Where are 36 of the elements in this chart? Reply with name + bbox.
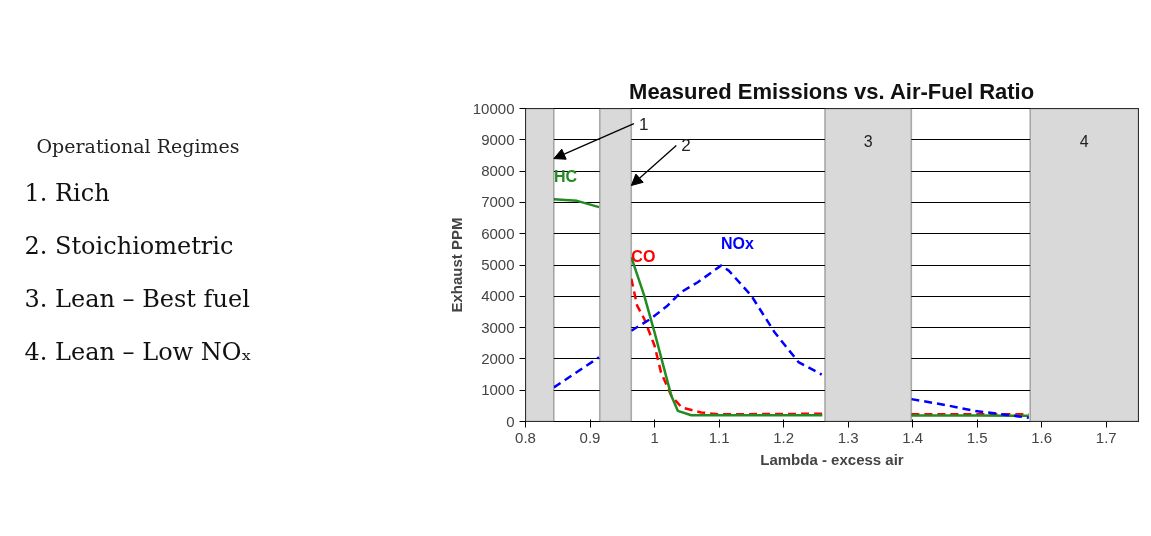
x-tick-label: 1.2 xyxy=(773,428,795,446)
y-tick-label: 9000 xyxy=(481,130,515,148)
y-axis-title: Exhaust PPM xyxy=(447,217,465,313)
y-tick-label: 4000 xyxy=(481,287,515,305)
x-tick-label: 0.9 xyxy=(579,428,601,446)
annotation: 2 xyxy=(681,136,691,156)
y-tick-label: 2000 xyxy=(481,349,515,367)
y-tick-label: 10000 xyxy=(472,99,515,117)
text: 2. Stoichiometric xyxy=(24,231,234,260)
x-axis-title: Lambda - excess air xyxy=(760,450,904,468)
text: 3. Lean – Best fuel xyxy=(24,284,250,313)
series-label: CO xyxy=(631,247,656,265)
x-tick-label: 1.5 xyxy=(966,428,988,446)
annotation: 1 xyxy=(638,114,649,134)
y-tick-label: 0 xyxy=(506,412,515,430)
band-label: 3 xyxy=(863,132,873,150)
x-tick-label: 0.8 xyxy=(515,428,536,446)
y-tick-label: 7000 xyxy=(481,193,515,211)
x-tick-label: 1 xyxy=(650,428,659,446)
text: 4. Lean – Low NOₓ xyxy=(24,337,252,366)
series-label: HC xyxy=(553,168,578,186)
x-tick-label: 1.7 xyxy=(1095,428,1117,446)
x-tick-label: 1.3 xyxy=(837,428,859,446)
text: 1. Rich xyxy=(24,178,110,207)
x-tick-label: 1.6 xyxy=(1031,428,1053,446)
chart-title: Measured Emissions vs. Air-Fuel Ratio xyxy=(629,78,1035,104)
x-tick-label: 1.4 xyxy=(902,428,924,446)
series-label: NOx xyxy=(721,234,755,252)
y-tick-label: 6000 xyxy=(481,224,515,242)
text: Operational Regimes xyxy=(36,134,240,157)
y-tick-label: 3000 xyxy=(481,318,515,336)
y-tick-label: 5000 xyxy=(481,256,515,273)
y-tick-label: 8000 xyxy=(481,162,515,180)
y-tick-label: 1000 xyxy=(481,381,515,399)
x-tick-label: 1.1 xyxy=(708,428,730,446)
band-label: 4 xyxy=(1079,132,1089,150)
